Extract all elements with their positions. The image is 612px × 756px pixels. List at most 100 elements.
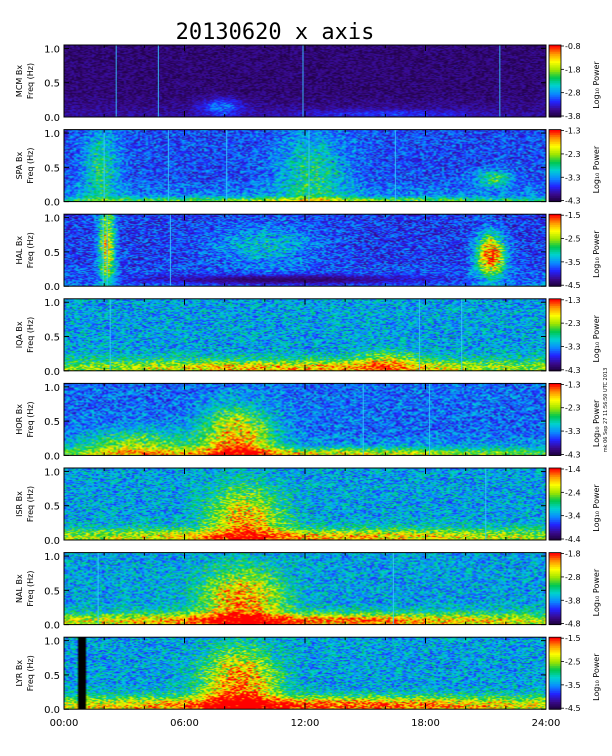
colorbar-cell [549, 405, 561, 408]
station-label: NAL Bx [15, 574, 24, 603]
colorbar-cell [549, 601, 561, 604]
colorbar-cell [549, 358, 561, 361]
colorbar-cell [549, 268, 561, 271]
colorbar-cell [549, 450, 561, 453]
y-tick-label: 1.0 [44, 214, 60, 225]
colorbar-cell [549, 493, 561, 496]
colorbar-tick-label: -1.3 [565, 380, 581, 389]
colorbar-cell [549, 75, 561, 78]
colorbar-cell [549, 133, 561, 136]
colorbar-cell [549, 64, 561, 68]
colorbar-cell [549, 671, 561, 674]
colorbar-cell [549, 187, 561, 190]
colorbar-cell [549, 585, 561, 588]
colorbar-cell [549, 140, 561, 143]
colorbar-cell [549, 401, 561, 404]
y-tick-label: 1.0 [44, 129, 60, 140]
colorbar-cell [549, 482, 561, 485]
station-label: HAL Bx [15, 236, 24, 265]
colorbar-cell [549, 81, 561, 84]
colorbar-cell [549, 223, 561, 226]
station-label: LYR Bx [15, 660, 24, 687]
colorbar-cell [549, 77, 561, 80]
colorbar-cell [549, 228, 561, 231]
colorbar-cell [549, 520, 561, 523]
panel-hal: 0.0 0.5 1.0 HAL Bx Freq (Hz) -1.5 -2.5 -3.5 -4.5… [15, 211, 601, 293]
colorbar-label: Log₁₀ Power [592, 653, 601, 701]
colorbar-tick-label: -3.8 [565, 596, 581, 605]
colorbar-cell [549, 333, 561, 336]
colorbar-cell [549, 412, 561, 415]
colorbar-cell [549, 577, 561, 581]
colorbar-cell [549, 91, 561, 95]
colorbar-cell [549, 217, 561, 221]
colorbar-cell [549, 426, 561, 429]
colorbar-cell [549, 504, 561, 507]
colorbar-cell [549, 581, 561, 584]
colorbar-tick-label: -2.3 [565, 404, 581, 413]
colorbar-cell [549, 282, 561, 285]
colorbar-cell [549, 86, 561, 89]
colorbar-cell [549, 667, 561, 671]
colorbar-cell [549, 588, 561, 591]
colorbar-cell [549, 505, 561, 509]
colorbar-cell [549, 108, 561, 111]
colorbar-cell [549, 284, 561, 287]
colorbar-cell [549, 579, 561, 582]
colorbar-cell [549, 79, 561, 82]
spectrogram-image [64, 129, 546, 202]
colorbar-cell [549, 597, 561, 600]
colorbar-cell [549, 162, 561, 165]
colorbar-cell [549, 471, 561, 474]
panel-spa: 0.0 0.5 1.0 SPA Bx Freq (Hz) -1.3 -2.3 -3.3 -4.3… [15, 127, 601, 209]
freq-axis-label: Freq (Hz) [26, 317, 35, 353]
colorbar-cell [549, 55, 561, 59]
colorbar-cell [549, 468, 561, 471]
colorbar-cell [549, 406, 561, 410]
colorbar-cell [549, 68, 561, 71]
colorbar-cell [549, 622, 561, 626]
colorbar-tick-label: -4.5 [565, 704, 581, 713]
colorbar-cell [549, 360, 561, 363]
colorbar-cell [549, 592, 561, 595]
colorbar-cell [549, 525, 561, 528]
colorbar-cell [549, 181, 561, 185]
colorbar-cell [549, 516, 561, 519]
spectrogram-image [64, 468, 546, 540]
colorbar-label: Log₁₀ Power [592, 61, 601, 109]
colorbar-tick-label: -4.3 [565, 366, 581, 375]
colorbar-cell [549, 531, 561, 534]
colorbar-cell [549, 113, 561, 116]
colorbar-cell [549, 442, 561, 446]
colorbar-tick-label: -4.5 [565, 281, 581, 290]
panel-mcm: 0.0 0.5 1.0 MCM Bx Freq (Hz) -0.8 -1.8 -2.8 -3.8… [15, 42, 601, 124]
colorbar-cell [549, 280, 561, 284]
colorbar-cell [549, 153, 561, 156]
colorbar-cell [549, 73, 561, 77]
colorbar-cell [549, 522, 561, 525]
colorbar-cell [549, 693, 561, 696]
colorbar-tick-label: -2.5 [565, 235, 581, 244]
colorbar-cell [549, 325, 561, 329]
colorbar-cell [549, 324, 561, 327]
colorbar-cell [549, 498, 561, 501]
y-tick-label: 0.5 [44, 586, 60, 597]
colorbar-cell [549, 216, 561, 219]
colorbar-cell [549, 565, 561, 568]
colorbar-cell [549, 513, 561, 516]
colorbar-cell [549, 131, 561, 134]
colorbar-cell [549, 70, 561, 73]
colorbar-cell [549, 430, 561, 433]
spectrogram-image [64, 637, 546, 710]
colorbar-label: Log₁₀ Power [592, 230, 601, 278]
colorbar-cell [549, 705, 561, 708]
colorbar-cell [549, 302, 561, 305]
colorbar-cell [549, 446, 561, 449]
y-tick-label: 0.5 [44, 248, 60, 259]
colorbar-cell [549, 171, 561, 174]
colorbar-cell [549, 572, 561, 575]
colorbar-cell [549, 226, 561, 230]
colorbar-cell [549, 82, 561, 86]
colorbar-cell [549, 397, 561, 401]
colorbar-cell [549, 351, 561, 354]
